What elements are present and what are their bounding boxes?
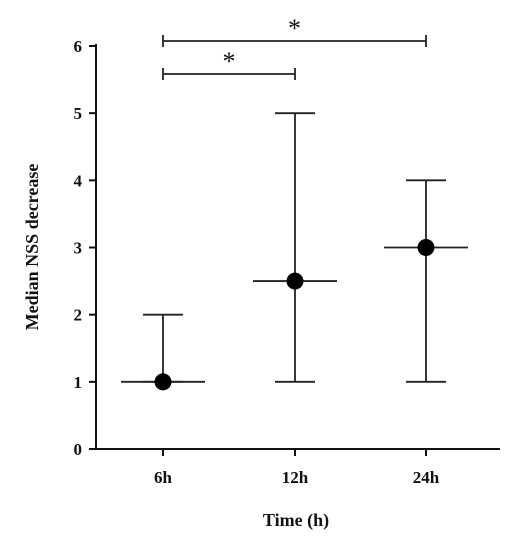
axes	[95, 44, 500, 450]
median-points	[154, 239, 435, 391]
y-tick-label: 5	[74, 104, 83, 123]
median-point	[154, 373, 172, 391]
x-axis-ticks: 6h 12h 24h	[154, 449, 440, 487]
y-tick-label: 6	[74, 37, 83, 56]
y-tick-label: 3	[74, 239, 83, 258]
median-point	[417, 239, 435, 256]
x-tick-label: 12h	[282, 468, 309, 487]
y-axis-title: Median NSS decrease	[22, 164, 42, 331]
y-tick-label: 4	[74, 171, 83, 190]
x-tick-label: 24h	[413, 468, 440, 487]
significance-star: *	[288, 14, 301, 43]
median-point	[286, 272, 304, 290]
significance-brackets: **	[162, 14, 427, 80]
significance-star: *	[223, 47, 236, 76]
y-axis-ticks: 0 1 2 3 4 5 6	[74, 37, 96, 459]
y-tick-label: 1	[74, 373, 83, 392]
x-tick-label: 6h	[154, 468, 173, 487]
y-tick-label: 2	[74, 306, 83, 325]
error-bars	[121, 112, 468, 383]
x-axis-title: Time (h)	[263, 510, 329, 531]
y-tick-label: 0	[74, 440, 83, 459]
